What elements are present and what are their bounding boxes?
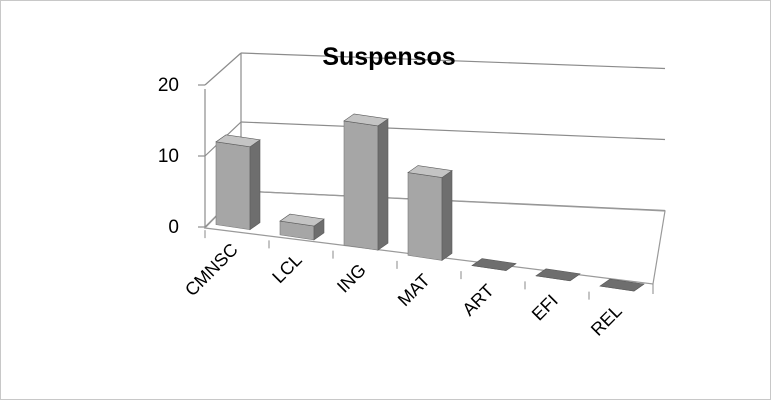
bar-mat	[407, 165, 453, 261]
category-label-cmnsc: CMNSC	[181, 239, 242, 300]
bar-efi	[535, 268, 581, 282]
bar-top-mat	[407, 165, 453, 178]
category-label-ing: ING	[333, 260, 370, 297]
gridline-20	[240, 52, 666, 70]
category-label-mat: MAT	[394, 270, 434, 310]
bar-top-art	[471, 258, 517, 271]
bar-lcl	[279, 213, 325, 241]
bar-front-mat	[407, 172, 443, 261]
bar-art	[471, 258, 517, 271]
ytick-label-10: 10	[158, 146, 179, 167]
bar-side-ing	[377, 118, 389, 251]
bar-top-cmnsc	[215, 134, 261, 148]
category-label-art: ART	[458, 280, 497, 319]
bar-front-ing	[343, 120, 379, 251]
category-label-lcl: LCL	[268, 250, 305, 287]
bars	[215, 113, 645, 292]
ytick-label-20: 20	[158, 75, 179, 96]
bar-top-ing	[343, 113, 389, 127]
category-label-rel: REL	[587, 301, 626, 340]
bar-side-cmnsc	[249, 139, 261, 231]
bar-cmnsc	[215, 134, 261, 231]
bar-top-rel	[599, 278, 645, 292]
bar-front-cmnsc	[215, 141, 251, 230]
bar-top-efi	[535, 268, 581, 282]
gridline-10	[240, 121, 666, 141]
ytick-label-0: 0	[168, 217, 179, 238]
bar-top-lcl	[279, 213, 325, 227]
bar-rel	[599, 278, 645, 292]
bar-side-mat	[441, 169, 453, 261]
category-label-efi: EFI	[528, 291, 562, 325]
bar-ing	[343, 113, 389, 251]
gridline-side-20	[204, 52, 242, 86]
chart-title: Suspensos	[322, 43, 455, 71]
